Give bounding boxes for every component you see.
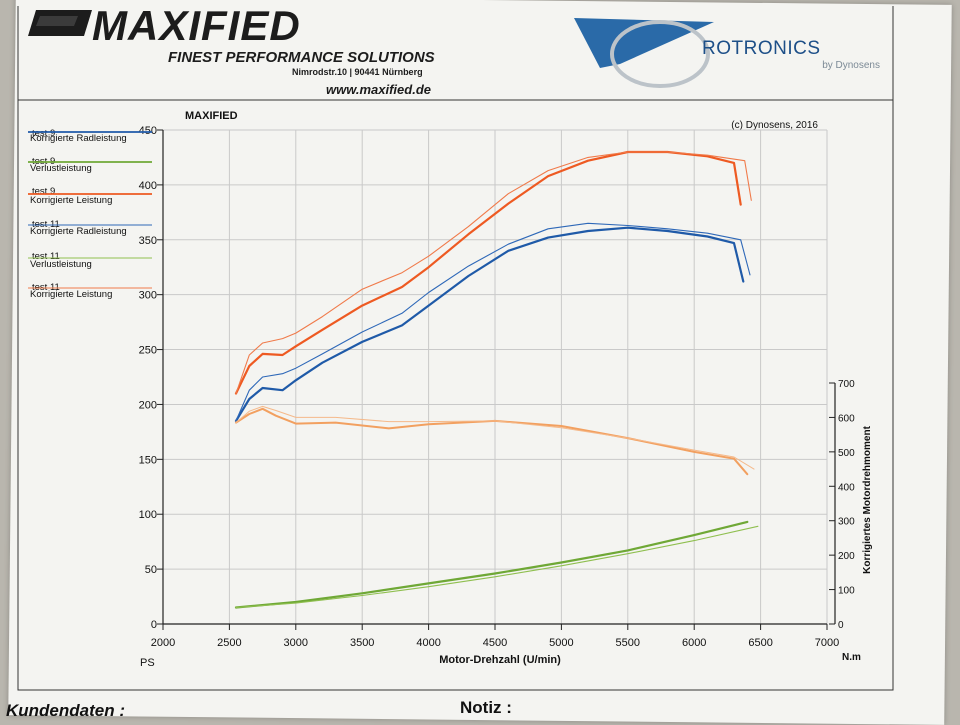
plot-area: 2000 2500 3000 3500 4000 4500 5000 5500 6000 6500… (139, 125, 855, 649)
series-line-2 (236, 152, 741, 394)
y-tick-label-right: 100 (838, 586, 855, 597)
unit-right: N.m (842, 652, 861, 663)
y-axis-left-label: PS (140, 657, 155, 669)
x-tick-label: 2500 (217, 637, 241, 649)
legend-label: Korrigierte Radleistung (30, 226, 127, 237)
x-tick-label: 6000 (682, 637, 706, 649)
header: MAXIFIED FINEST PERFORMANCE SOLUTIONS Ni… (18, 2, 893, 100)
x-tick-label: 4500 (483, 637, 507, 649)
y-tick-label-left: 300 (139, 290, 157, 302)
y-tick-label-right: 700 (838, 379, 855, 390)
partner-logo-text: ROTRONICS (702, 38, 821, 59)
maxified-logo: MAXIFIED FINEST PERFORMANCE SOLUTIONS Ni… (28, 2, 435, 97)
y-tick-label-left: 350 (139, 235, 157, 247)
y-axis-right-label: Korrigiertes Motordrehmoment (862, 425, 873, 573)
note-label: Notiz : (460, 698, 512, 717)
y-tick-label-right: 300 (838, 517, 855, 528)
x-tick-label: 5000 (549, 637, 573, 649)
chart-title: MAXIFIED (185, 110, 238, 122)
y-tick-label-right: 400 (838, 482, 855, 493)
website: www.maxified.de (326, 82, 431, 97)
y-tick-label-right: 200 (838, 551, 855, 562)
x-tick-label: 4000 (416, 637, 440, 649)
y-tick-label-right: 500 (838, 448, 855, 459)
x-tick-label: 7000 (815, 637, 839, 649)
legend-label: Verlustleistung (30, 259, 92, 270)
y-tick-label-left: 400 (139, 180, 157, 192)
x-tick-label: 3500 (350, 637, 374, 649)
y-tick-label-left: 200 (139, 399, 157, 411)
partner-sub: by Dynosens (822, 60, 880, 71)
y-tick-label-left: 450 (139, 125, 157, 137)
y-tick-label-left: 250 (139, 345, 157, 357)
y-tick-label-left: 150 (139, 454, 157, 466)
y-tick-label-right: 600 (838, 413, 855, 424)
address: Nimrodstr.10 | 90441 Nürnberg (292, 67, 423, 77)
x-tick-label: 5500 (616, 637, 640, 649)
customer-data-label: Kundendaten : (6, 701, 125, 720)
footer: Kundendaten : Notiz : (6, 690, 893, 720)
x-tick-label: 6500 (748, 637, 772, 649)
tagline: FINEST PERFORMANCE SOLUTIONS (168, 49, 435, 66)
rotronics-logo: ROTRONICS by Dynosens (574, 18, 880, 86)
brand-logo-text: MAXIFIED (92, 2, 301, 49)
legend-label: Korrigierte Leistung (30, 195, 112, 206)
y-tick-label-left: 50 (145, 564, 157, 576)
y-tick-label-left: 100 (139, 509, 157, 521)
x-tick-label: 2000 (151, 637, 175, 649)
legend-label: Korrigierte Radleistung (30, 133, 127, 144)
series-line-0 (236, 228, 743, 421)
y-tick-label-left: 0 (151, 619, 157, 631)
legend-label: Korrigierte Leistung (30, 289, 112, 300)
y-tick-label-right: 0 (838, 620, 844, 631)
x-axis-label: Motor-Drehzahl (U/min) (439, 654, 561, 666)
x-tick-label: 3000 (284, 637, 308, 649)
series-line-5 (236, 152, 751, 394)
legend-label: Verlustleistung (30, 163, 92, 174)
series-line-6 (236, 409, 747, 474)
series-line-1 (236, 522, 747, 608)
copyright: (c) Dynosens, 2016 (731, 120, 818, 131)
